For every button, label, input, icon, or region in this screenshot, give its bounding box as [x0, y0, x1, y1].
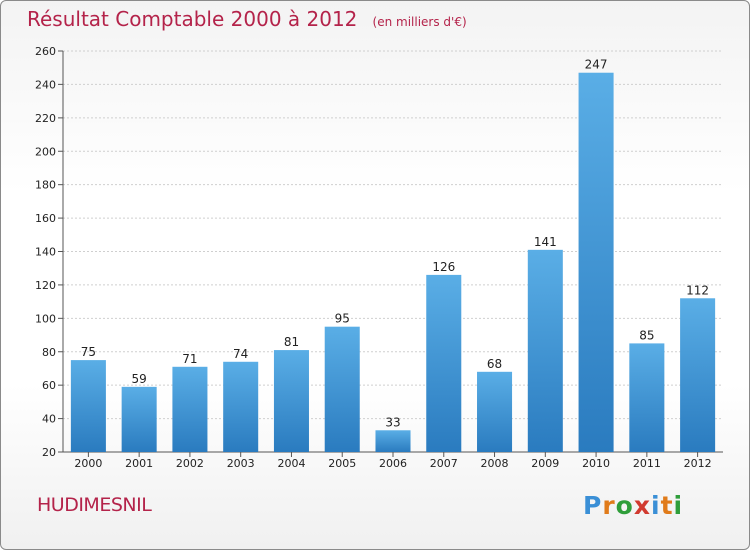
data-label-2008: 68	[487, 357, 502, 371]
y-tick-label: 80	[42, 346, 56, 359]
bar-2000	[70, 360, 106, 452]
data-label-2010: 247	[585, 58, 608, 72]
y-tick-label: 60	[42, 379, 56, 392]
data-label-2007: 126	[432, 260, 455, 274]
bar-2001	[121, 386, 157, 452]
y-tick-label: 220	[35, 112, 56, 125]
data-label-2002: 71	[182, 352, 197, 366]
bar-2010	[578, 72, 614, 453]
bar-2003	[223, 361, 259, 452]
y-tick-label: 240	[35, 78, 56, 91]
data-label-2005: 95	[335, 312, 350, 326]
x-tick-label-2011: 2011	[633, 457, 661, 470]
bar-chart: 20 40 60 80 100 120 140 160 180 200 220 240 260 2000 2…	[35, 45, 723, 470]
data-labels: 75 59 71 74 81 95 33 126 68 141 247 85 112	[81, 58, 709, 430]
bar-2006	[375, 430, 411, 452]
y-tick-label: 140	[35, 246, 56, 259]
bar-2008	[477, 371, 513, 452]
bar-2005	[324, 326, 360, 452]
bars	[70, 72, 716, 453]
x-tick-label-2005: 2005	[328, 457, 356, 470]
y-tick-label: 180	[35, 179, 56, 192]
bar-2012	[680, 298, 716, 452]
x-tick-label-2008: 2008	[481, 457, 509, 470]
y-tick-label: 260	[35, 45, 56, 58]
bar-2002	[172, 366, 208, 452]
logo-letter: i	[673, 491, 684, 520]
x-tick-label-2002: 2002	[176, 457, 204, 470]
x-tick-label-2010: 2010	[582, 457, 610, 470]
chart-title-main: Résultat Comptable 2000 à 2012	[27, 7, 358, 31]
x-tick-label-2004: 2004	[277, 457, 305, 470]
x-tick-label-2000: 2000	[74, 457, 102, 470]
logo-letter: P	[583, 491, 603, 520]
logo-letter: o	[615, 491, 634, 520]
x-tick-label-2012: 2012	[684, 457, 712, 470]
bar-2011	[629, 343, 665, 452]
y-tick-label: 200	[35, 145, 56, 158]
bar-2009	[527, 249, 563, 452]
data-label-2001: 59	[132, 372, 147, 386]
data-label-2004: 81	[284, 335, 299, 349]
logo-letter: r	[602, 491, 616, 520]
x-tick-label-2001: 2001	[125, 457, 153, 470]
bar-2004	[273, 350, 309, 452]
gridlines	[63, 50, 723, 453]
commune-name: HUDIMESNIL	[37, 494, 152, 516]
bar-2007	[426, 274, 462, 452]
x-tick-label-2009: 2009	[531, 457, 559, 470]
y-tick-label: 40	[42, 413, 56, 426]
chart-title: Résultat Comptable 2000 à 2012 (en milli…	[27, 7, 467, 31]
data-label-2009: 141	[534, 235, 557, 249]
x-tick-label-2003: 2003	[227, 457, 255, 470]
chart-title-unit: (en milliers d'€)	[372, 15, 467, 29]
data-label-2000: 75	[81, 345, 96, 359]
data-label-2011: 85	[639, 328, 654, 342]
x-tick-label-2007: 2007	[430, 457, 458, 470]
y-tick-label: 100	[35, 312, 56, 325]
data-label-2003: 74	[233, 347, 248, 361]
data-label-2006: 33	[385, 415, 400, 429]
data-label-2012: 112	[686, 283, 709, 297]
logo-letter: i	[651, 491, 661, 520]
logo-letter: t	[660, 491, 674, 520]
x-tick-label-2006: 2006	[379, 457, 407, 470]
logo-letter: x	[633, 491, 651, 520]
y-tick-label: 120	[35, 279, 56, 292]
y-tick-label: 160	[35, 212, 56, 225]
proxiti-logo: Proxiti	[583, 491, 683, 520]
y-tick-label: 20	[42, 446, 56, 459]
